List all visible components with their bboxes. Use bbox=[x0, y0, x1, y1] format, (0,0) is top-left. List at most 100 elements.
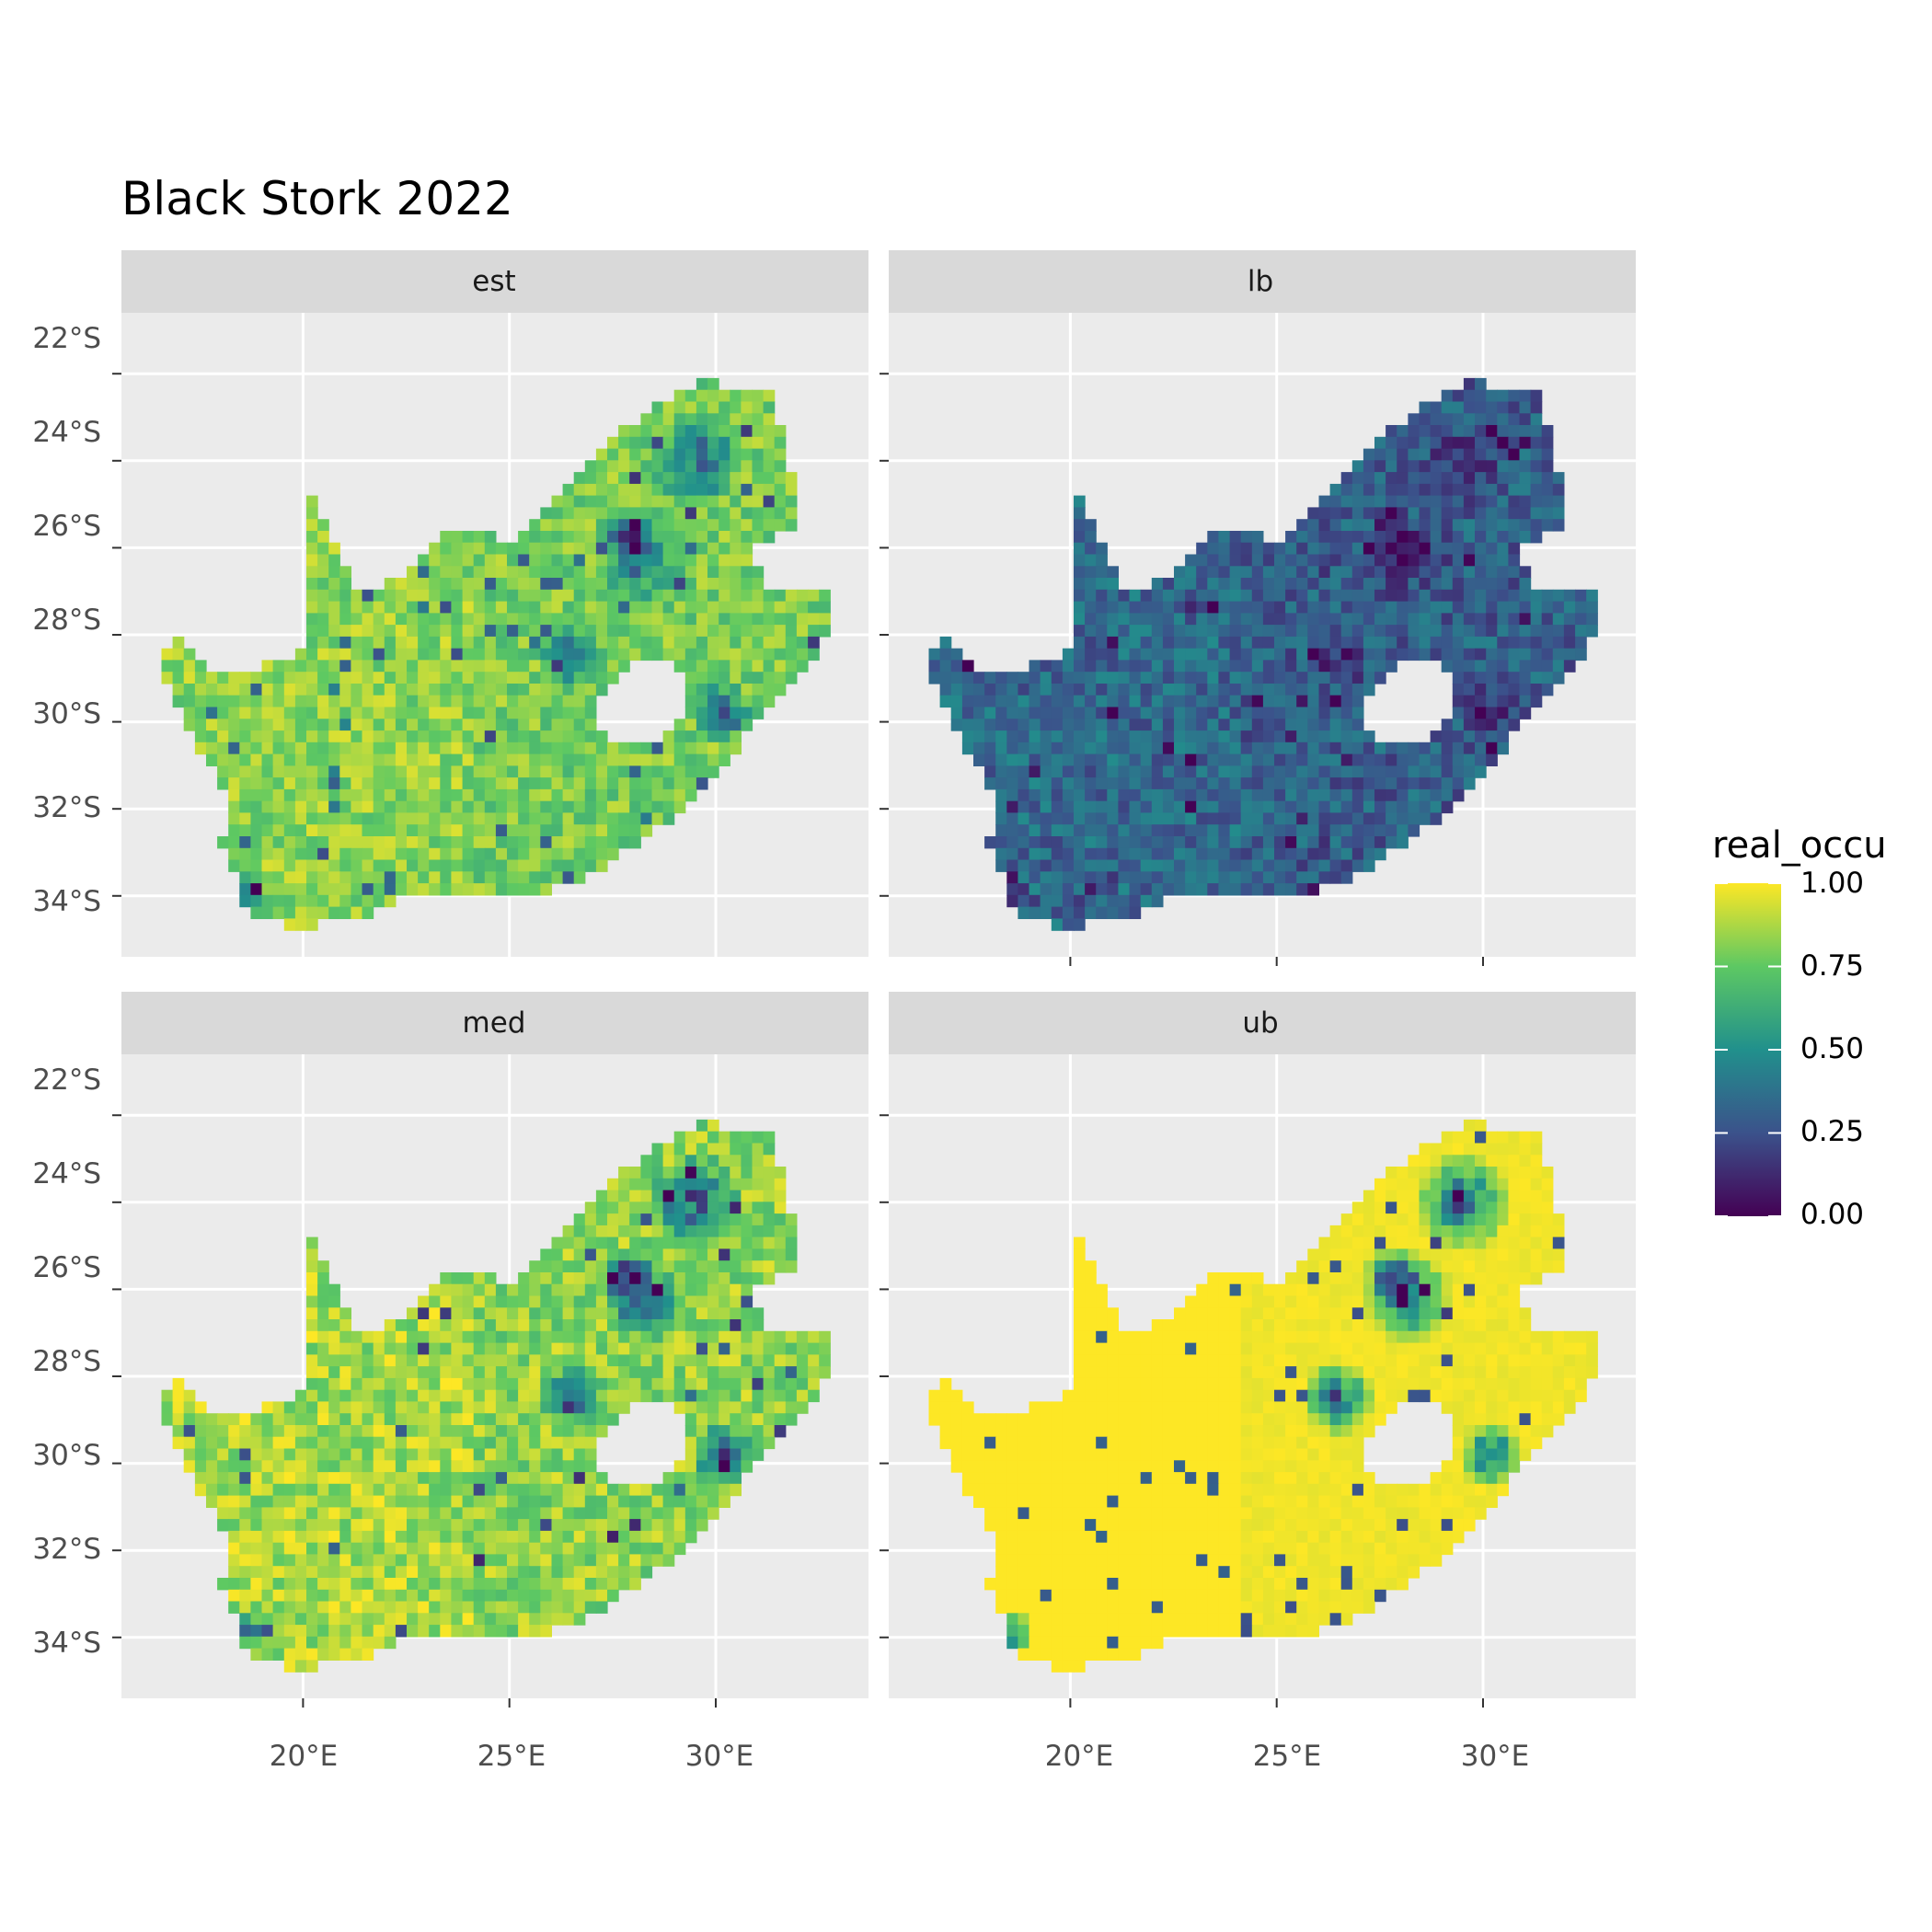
raster-cell bbox=[1174, 824, 1186, 837]
raster-cell bbox=[462, 1495, 475, 1508]
raster-cell bbox=[684, 389, 697, 403]
raster-cell bbox=[317, 859, 329, 872]
raster-cell bbox=[1397, 1190, 1409, 1202]
raster-cell bbox=[1508, 472, 1521, 485]
raster-cell bbox=[1196, 672, 1208, 684]
raster-cell bbox=[473, 554, 486, 567]
raster-cell bbox=[429, 1283, 441, 1297]
raster-cell bbox=[562, 625, 575, 638]
raster-cell bbox=[1151, 742, 1164, 755]
raster-cell bbox=[774, 648, 787, 661]
raster-cell bbox=[1251, 695, 1264, 708]
raster-cell bbox=[1475, 1236, 1487, 1249]
raster-cell bbox=[1519, 413, 1532, 426]
raster-cell bbox=[317, 871, 329, 884]
raster-cell bbox=[707, 1178, 719, 1191]
raster-cell bbox=[629, 1213, 641, 1226]
raster-cell bbox=[662, 531, 675, 544]
raster-cell bbox=[440, 1625, 452, 1638]
raster-cell bbox=[351, 707, 363, 719]
raster-cell bbox=[618, 1530, 630, 1544]
raster-cell bbox=[473, 648, 486, 661]
raster-cell bbox=[551, 1272, 564, 1285]
raster-cell bbox=[1029, 753, 1041, 766]
raster-cell bbox=[462, 542, 475, 556]
raster-cell bbox=[673, 648, 686, 661]
raster-cell bbox=[351, 1377, 363, 1391]
raster-cell bbox=[573, 1366, 586, 1379]
raster-cell bbox=[317, 719, 329, 731]
raster-cell bbox=[763, 1143, 776, 1156]
raster-cell bbox=[440, 1613, 452, 1626]
raster-cell bbox=[1229, 742, 1242, 755]
raster-cell bbox=[607, 672, 619, 684]
raster-cell bbox=[1251, 707, 1264, 719]
raster-cell bbox=[1508, 578, 1521, 591]
raster-cell bbox=[484, 730, 497, 743]
raster-cell bbox=[1329, 684, 1342, 696]
raster-cell bbox=[373, 1530, 385, 1544]
raster-cell bbox=[306, 566, 318, 579]
raster-cell bbox=[306, 1342, 318, 1355]
raster-cell bbox=[595, 531, 608, 544]
raster-cell bbox=[1397, 753, 1409, 766]
raster-cell bbox=[317, 1436, 329, 1450]
raster-cell bbox=[640, 1272, 653, 1285]
raster-cell bbox=[250, 695, 263, 708]
raster-cell bbox=[1151, 684, 1164, 696]
raster-cell bbox=[1508, 648, 1521, 661]
raster-cell bbox=[1262, 836, 1275, 849]
raster-cell bbox=[584, 707, 597, 719]
raster-cell bbox=[507, 730, 519, 743]
raster-cell bbox=[1118, 753, 1131, 766]
raster-cell bbox=[172, 1377, 185, 1391]
raster-cell bbox=[1475, 377, 1487, 391]
raster-cell bbox=[562, 1307, 575, 1320]
raster-cell bbox=[1218, 613, 1231, 626]
raster-cell bbox=[1374, 660, 1386, 673]
raster-cell bbox=[1408, 1167, 1420, 1179]
raster-cell bbox=[373, 625, 385, 638]
raster-cell bbox=[1430, 578, 1443, 591]
raster-cell bbox=[551, 672, 564, 684]
raster-cell bbox=[362, 1625, 374, 1638]
raster-cell bbox=[239, 1542, 251, 1556]
raster-cell bbox=[696, 1472, 708, 1485]
raster-cell bbox=[462, 847, 475, 861]
raster-cell bbox=[1307, 812, 1319, 825]
raster-cell bbox=[684, 1436, 697, 1450]
raster-cell bbox=[551, 1613, 564, 1626]
raster-cell bbox=[1519, 1143, 1532, 1156]
raster-cell bbox=[373, 812, 385, 825]
raster-cell bbox=[495, 1319, 508, 1332]
raster-cell bbox=[473, 1578, 486, 1591]
raster-cell bbox=[317, 1354, 329, 1367]
raster-cell bbox=[684, 1472, 697, 1485]
raster-cell bbox=[995, 765, 1007, 778]
raster-cell bbox=[1329, 871, 1342, 884]
raster-cell bbox=[373, 1625, 385, 1638]
raster-cell bbox=[272, 1413, 285, 1426]
raster-cell bbox=[328, 1636, 340, 1650]
raster-cell bbox=[351, 1554, 363, 1567]
raster-cell bbox=[640, 436, 653, 450]
raster-cell bbox=[328, 566, 340, 579]
raster-cell bbox=[1563, 625, 1576, 638]
raster-cell bbox=[551, 636, 564, 650]
raster-cell bbox=[440, 1295, 452, 1308]
raster-cell bbox=[1463, 389, 1476, 403]
raster-cell bbox=[1307, 601, 1319, 614]
raster-cell bbox=[239, 742, 251, 755]
facet-strip bbox=[889, 250, 1636, 313]
raster-cell bbox=[1463, 1283, 1476, 1297]
raster-cell bbox=[562, 1236, 575, 1249]
raster-cell bbox=[684, 601, 697, 614]
raster-cell bbox=[429, 554, 441, 567]
raster-cell bbox=[529, 719, 541, 731]
raster-cell bbox=[384, 625, 397, 638]
raster-cell bbox=[1296, 719, 1308, 731]
raster-cell bbox=[1408, 507, 1420, 520]
raster-cell bbox=[484, 1319, 497, 1332]
raster-cell bbox=[1074, 1283, 1086, 1297]
raster-cell bbox=[1140, 719, 1153, 731]
